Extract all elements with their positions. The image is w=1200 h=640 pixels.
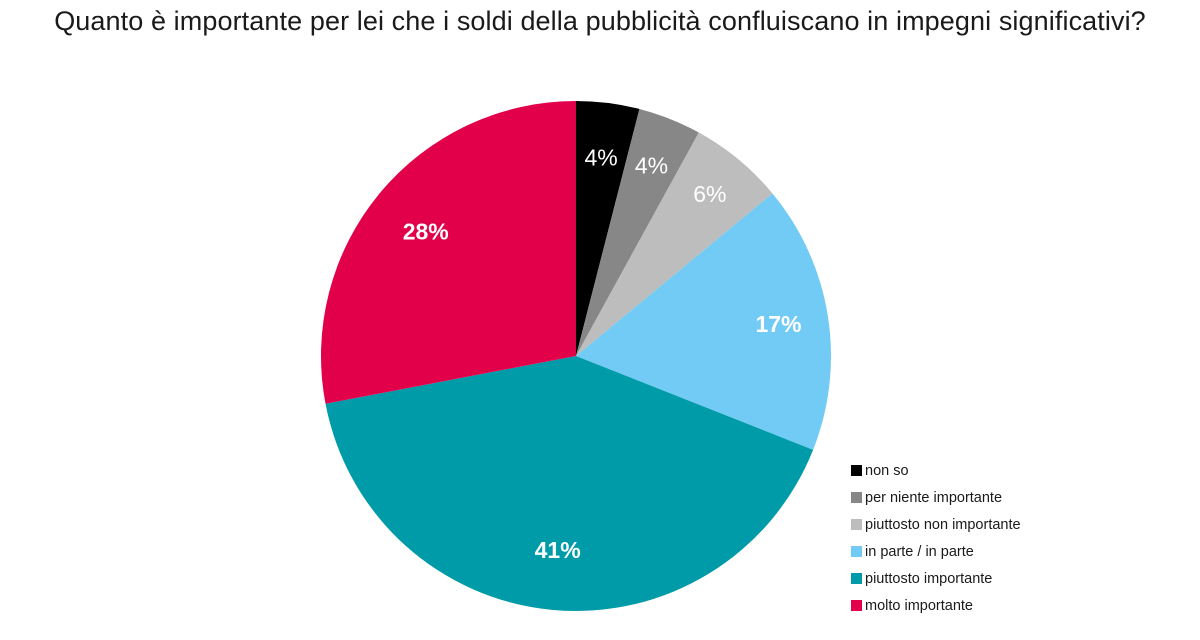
legend-item-in-parte-in-parte: in parte / in parte [851, 538, 1021, 565]
slice-value-label-non-so: 4% [584, 145, 617, 171]
legend-swatch [851, 573, 862, 584]
legend-label: per niente importante [865, 489, 1003, 506]
pie-slice-per-niente-importante [576, 109, 699, 356]
legend-swatch [851, 465, 862, 476]
slice-value-label-molto-importante: 28% [403, 219, 449, 245]
legend-item-per-niente-importante: per niente importante [851, 484, 1021, 511]
pie-slice-molto-importante [320, 101, 576, 404]
legend-item-piuttosto-non-importante: piuttosto non importante [851, 511, 1021, 538]
legend-item-molto-importante: molto importante [851, 592, 1021, 619]
slice-value-label-per-niente-importante: 4% [635, 152, 668, 178]
legend-swatch [851, 492, 862, 503]
legend-swatch [851, 519, 862, 530]
chart-legend: non so per niente importante piuttosto non… [851, 457, 1021, 619]
legend-swatch [851, 600, 862, 611]
slice-value-label-piuttosto-importante: 41% [535, 537, 581, 563]
legend-item-piuttosto-importante: piuttosto importante [851, 565, 1021, 592]
pie-slice-in-parte-in-parte [576, 193, 832, 450]
pie-slice-piuttosto-non-importante [576, 132, 773, 356]
chart-title: Quanto è importante per lei che i soldi … [54, 6, 1146, 36]
legend-item-non-so: non so [851, 457, 1021, 484]
legend-label: non so [865, 462, 909, 479]
pie-slice-non-so [576, 101, 640, 356]
legend-label: piuttosto importante [865, 570, 993, 587]
slice-value-label-in-parte-in-parte: 17% [755, 311, 801, 337]
slice-value-label-piuttosto-non-importante: 6% [693, 181, 726, 207]
legend-swatch [851, 546, 862, 557]
legend-label: molto importante [865, 597, 973, 614]
pie-slice-piuttosto-importante [325, 356, 814, 612]
legend-label: in parte / in parte [865, 543, 974, 560]
legend-label: piuttosto non importante [865, 516, 1021, 533]
